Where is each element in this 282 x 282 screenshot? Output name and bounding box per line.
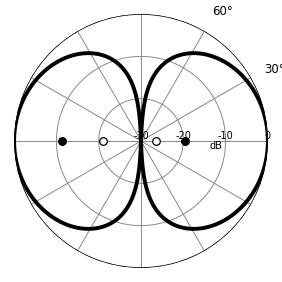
Text: -10: -10 — [218, 131, 233, 141]
Text: -30: -30 — [133, 131, 149, 141]
Text: 0: 0 — [265, 131, 271, 141]
Text: 30°: 30° — [264, 63, 282, 76]
Text: dB: dB — [209, 141, 222, 151]
Text: 60°: 60° — [212, 5, 233, 18]
Text: -20: -20 — [175, 131, 191, 141]
